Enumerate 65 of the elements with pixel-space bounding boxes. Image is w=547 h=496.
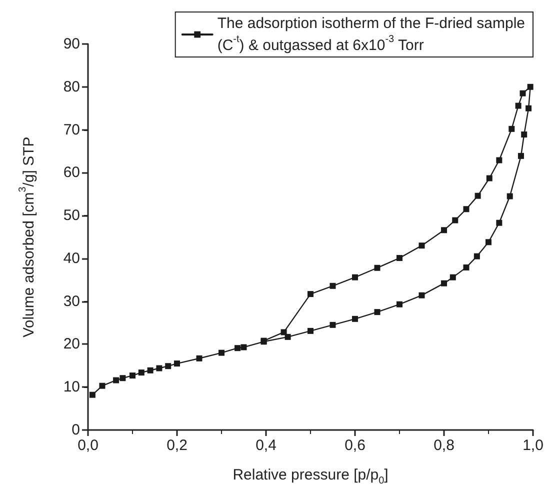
point [284, 334, 291, 340]
point [396, 255, 402, 262]
point [234, 345, 241, 352]
point [130, 372, 136, 379]
point [527, 84, 534, 90]
x-tick-label: 0,2 [166, 437, 188, 454]
point [396, 301, 402, 308]
point [330, 282, 336, 289]
y-axis-title: Volume adsorbed [cm3/g] STP [18, 136, 38, 338]
point [515, 102, 522, 109]
point [518, 152, 524, 159]
point [218, 350, 224, 356]
x-tick-label: 0,6 [344, 437, 366, 454]
point [330, 322, 336, 328]
point [418, 242, 425, 249]
point [441, 280, 447, 286]
y-tick-label: 10 [63, 378, 80, 396]
y-tick-label: 20 [63, 336, 80, 353]
point [89, 392, 96, 398]
y-tick-label: 70 [63, 121, 80, 138]
point [486, 175, 492, 182]
point [418, 292, 425, 298]
point [308, 328, 314, 334]
point [474, 253, 480, 260]
point [508, 126, 515, 132]
y-tick-label: 50 [63, 207, 80, 224]
y-tick-label: 60 [63, 164, 80, 182]
point [526, 105, 532, 112]
point [463, 264, 470, 270]
point [374, 264, 380, 271]
point [441, 227, 447, 234]
point [521, 131, 528, 138]
point [113, 377, 120, 384]
point [486, 239, 492, 246]
point [165, 363, 172, 370]
point [496, 157, 502, 164]
point [147, 367, 154, 374]
point [280, 329, 287, 336]
point [452, 217, 458, 224]
point [120, 375, 126, 382]
y-tick-label: 40 [63, 250, 80, 267]
x-tick-label: 1,0 [522, 437, 544, 454]
x-tick-label: 0,8 [434, 437, 454, 454]
point [99, 382, 106, 389]
point [352, 274, 358, 280]
point [196, 355, 202, 362]
point [156, 365, 162, 372]
y-tick-label: 0 [72, 422, 80, 438]
x-tick-label: 0,4 [256, 437, 276, 454]
point [174, 360, 180, 367]
point [308, 291, 314, 298]
point [506, 193, 513, 200]
point [138, 370, 144, 376]
point [352, 316, 358, 322]
point [474, 192, 481, 199]
point [240, 344, 247, 350]
point [496, 220, 502, 226]
y-tick-label: 80 [63, 78, 80, 96]
point [450, 274, 456, 280]
point [374, 309, 380, 316]
y-tick-label: 30 [63, 292, 80, 310]
x-tick-label: 0,0 [78, 437, 98, 454]
point [463, 206, 470, 212]
y-tick-label: 90 [63, 36, 80, 52]
point [520, 90, 526, 96]
